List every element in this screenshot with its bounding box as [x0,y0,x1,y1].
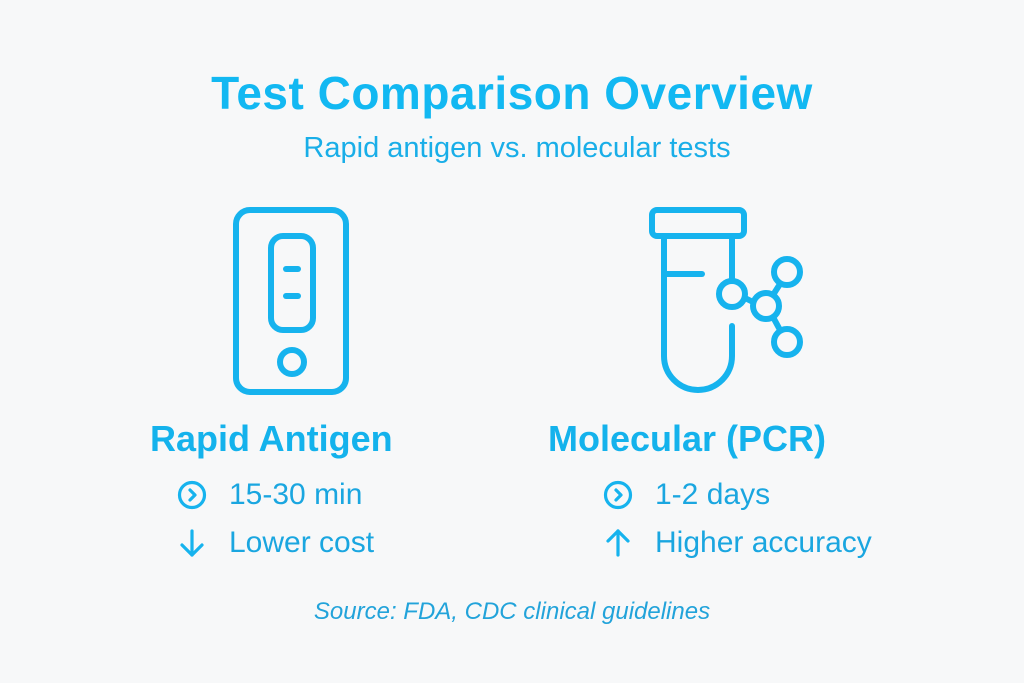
fact-text: 15-30 min [229,478,363,511]
molecular-pcr-accuracy: Higher accuracy [603,526,872,560]
rapid-antigen-time: 15-30 min [177,478,362,512]
rapid-test-cassette-icon [232,206,352,401]
source-citation: Source: FDA, CDC clinical guidelines [313,598,711,625]
molecular-pcr-title: Molecular (PCR) [548,418,827,459]
fact-text: Lower cost [229,526,375,559]
page-subtitle: Rapid antigen vs. molecular tests [303,132,731,164]
fact-text: 1-2 days [655,478,771,511]
molecular-pcr-time: 1-2 days [603,478,770,512]
test-tube-molecule-icon [648,206,813,401]
clock-icon [177,480,207,510]
rapid-antigen-cost: Lower cost [177,526,374,560]
clock-icon [603,480,633,510]
fact-text: Higher accuracy [655,526,872,559]
arrow-down-icon [177,528,207,558]
page-title: Test Comparison Overview [211,67,813,119]
arrow-up-icon [603,528,633,558]
rapid-antigen-title: Rapid Antigen [150,418,393,459]
